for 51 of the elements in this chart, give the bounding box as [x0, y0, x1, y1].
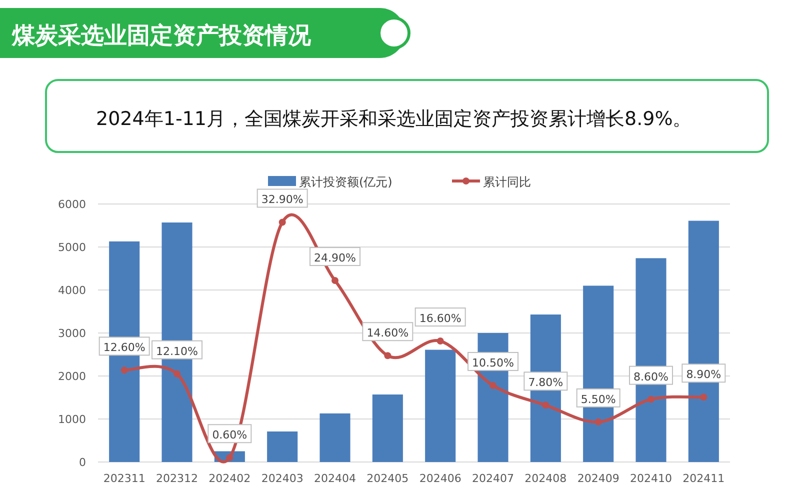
legend-label: 累计同比 [483, 175, 531, 189]
point [174, 370, 180, 378]
x-tick-label: 202402 [208, 472, 251, 485]
y-tick-label: 2000 [58, 370, 86, 383]
x-tick-label: 202408 [524, 472, 567, 485]
x-tick-label: 202411 [682, 472, 725, 485]
x-tick-label: 202404 [314, 472, 356, 485]
y-tick-label: 1000 [58, 413, 86, 426]
y-tick-label: 5000 [58, 241, 86, 254]
bar [425, 350, 456, 462]
point [594, 418, 602, 426]
data-label: 8.60% [634, 370, 668, 384]
data-label: 16.60% [419, 312, 462, 326]
legend-label: 累计投资额(亿元) [299, 175, 392, 189]
data-label: 7.80% [528, 376, 564, 390]
data-label: 32.90% [261, 193, 304, 206]
data-label: 24.90% [314, 252, 356, 265]
point [542, 402, 550, 409]
bar [372, 394, 403, 462]
data-label: 8.90% [686, 368, 722, 382]
x-tick-label: 202311 [103, 472, 146, 485]
point [700, 394, 708, 401]
y-tick-label: 6000 [58, 198, 86, 211]
data-label: 14.60% [366, 326, 409, 340]
y-tick-label: 4000 [58, 284, 86, 297]
data-label: 10.50% [472, 356, 514, 370]
x-tick-label: 202409 [577, 472, 620, 485]
x-tick-label: 202407 [472, 472, 514, 485]
y-tick-label: 3000 [58, 327, 86, 340]
point [490, 382, 496, 389]
data-label: 12.10% [156, 344, 198, 358]
x-tick-label: 202410 [630, 472, 672, 485]
data-label: 0.60% [212, 428, 248, 442]
point [120, 366, 128, 374]
point [648, 396, 654, 403]
y-tick-label: 0 [79, 456, 86, 469]
point [226, 454, 234, 462]
x-tick-label: 202406 [419, 472, 462, 485]
bar [320, 413, 350, 462]
bar [267, 431, 298, 462]
point [384, 352, 392, 360]
x-tick-label: 202403 [261, 472, 304, 485]
point [278, 218, 286, 226]
point [332, 277, 338, 284]
chart-subtitle: 2024年1-11月，全国煤炭开采和采选业固定资产投资累计增长8.9%。 [96, 108, 692, 130]
chart-title: 煤炭采选业固定资产投资情况 [11, 22, 312, 49]
point [436, 338, 444, 345]
x-tick-label: 202405 [366, 472, 409, 485]
data-label: 12.60% [103, 341, 146, 354]
x-tick-label: 202312 [156, 472, 198, 485]
data-label: 5.50% [580, 392, 616, 406]
